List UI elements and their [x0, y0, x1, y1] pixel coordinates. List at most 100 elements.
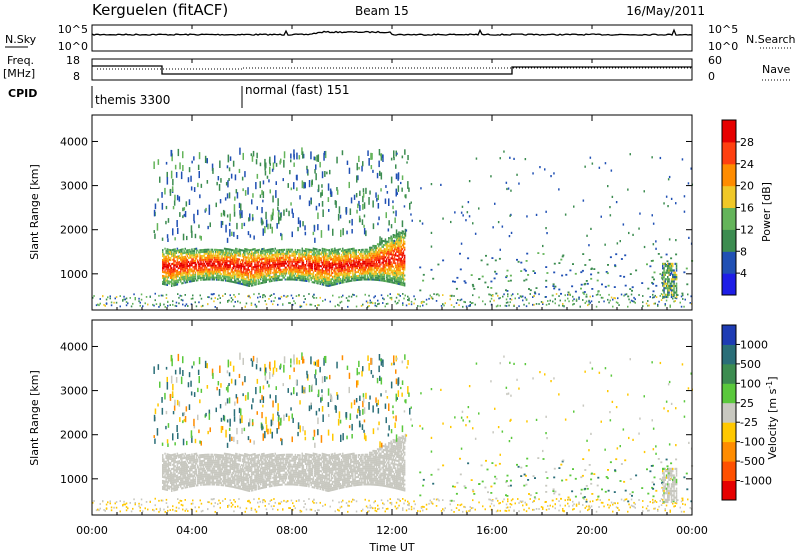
- power-cell: [326, 172, 328, 175]
- velocity-cell: [120, 511, 122, 513]
- velocity-cell: [177, 498, 179, 500]
- power-cell: [160, 304, 162, 306]
- power-cell: [154, 210, 156, 217]
- power-cell: [314, 157, 316, 161]
- power-cell: [522, 296, 524, 298]
- power-cell: [387, 277, 389, 279]
- velocity-cell: [338, 501, 340, 503]
- power-cell: [515, 298, 517, 300]
- power-cell: [536, 287, 538, 289]
- velocity-cell: [207, 508, 209, 510]
- power-cell: [290, 154, 292, 159]
- power-cell: [290, 202, 292, 205]
- power-cell: [361, 253, 363, 255]
- power-cell: [197, 256, 199, 258]
- power-cell: [518, 183, 520, 185]
- power-cell: [367, 275, 369, 277]
- power-cell: [321, 192, 323, 196]
- power-cell: [154, 234, 156, 239]
- power-cell: [230, 294, 232, 296]
- power-cell: [147, 304, 149, 306]
- velocity-cell: [512, 498, 514, 500]
- power-cell: [176, 172, 178, 178]
- power-cell: [314, 238, 316, 243]
- power-cell: [261, 219, 263, 226]
- power-cell: [627, 189, 629, 191]
- velocity-cell: [291, 500, 293, 502]
- power-cell: [431, 246, 433, 248]
- power-cell: [284, 151, 286, 158]
- power-cell: [592, 163, 594, 165]
- power-cell: [234, 197, 236, 201]
- power-cell: [401, 242, 403, 244]
- power-cell: [302, 151, 304, 158]
- power-cell: [238, 293, 240, 295]
- power-cell: [379, 259, 381, 261]
- power-cell: [146, 296, 148, 298]
- power-cell: [635, 270, 637, 272]
- power-cell: [288, 183, 290, 188]
- power-cell: [404, 149, 406, 155]
- power-cell: [360, 271, 362, 273]
- power-cell: [344, 279, 346, 281]
- power-cell: [240, 255, 242, 257]
- power-cell: [671, 296, 673, 298]
- power-cell: [218, 176, 220, 180]
- power-cell: [199, 194, 201, 198]
- power-cell: [523, 304, 525, 306]
- velocity-cell: [233, 499, 235, 501]
- power-cell: [667, 289, 669, 291]
- power-cell: [266, 281, 268, 283]
- power-cell: [485, 303, 487, 305]
- power-cell: [628, 232, 630, 234]
- power-cell: [257, 174, 259, 179]
- velocity-cell: [370, 505, 372, 507]
- power-cell: [133, 293, 135, 295]
- power-cell: [180, 281, 182, 283]
- velocity-cell: [377, 508, 379, 510]
- power-cell: [612, 196, 614, 198]
- power-cell: [374, 261, 376, 263]
- power-cell: [170, 257, 172, 259]
- power-cell: [363, 225, 365, 228]
- power-cell: [408, 298, 410, 300]
- power-cell: [411, 202, 413, 204]
- power-cell: [233, 267, 235, 269]
- power-cell: [346, 231, 348, 235]
- velocity-cell: [282, 508, 284, 510]
- power-cell: [362, 161, 364, 166]
- power-cell: [462, 214, 464, 216]
- velocity-cell: [348, 501, 350, 503]
- power-cell: [231, 297, 233, 299]
- power-cell: [423, 274, 425, 276]
- power-cell: [380, 244, 382, 246]
- power-cell: [639, 213, 641, 215]
- colorbar-segment: [722, 273, 736, 295]
- beam-label: Beam 15: [355, 4, 409, 18]
- power-cell: [197, 250, 199, 252]
- power-cell: [296, 175, 298, 180]
- velocity-cell: [490, 499, 492, 501]
- power-cell: [376, 305, 378, 307]
- power-cell: [524, 269, 526, 271]
- power-cell: [542, 302, 544, 304]
- velocity-cell: [508, 510, 510, 512]
- velocity-cell: [202, 510, 204, 512]
- power-cell: [221, 265, 223, 267]
- power-cell: [675, 274, 677, 276]
- power-cell: [285, 275, 287, 277]
- velocity-cell: [436, 505, 438, 507]
- power-cell: [290, 251, 292, 253]
- power-cell: [548, 303, 550, 305]
- power-cell: [404, 259, 406, 261]
- velocity-cell: [258, 506, 260, 508]
- velocity-cell: [105, 510, 107, 512]
- power-cell: [250, 297, 252, 299]
- power-cell: [240, 253, 242, 255]
- power-cell: [404, 255, 406, 257]
- power-cell: [667, 276, 669, 278]
- power-cell: [221, 273, 223, 275]
- power-cell: [286, 209, 288, 213]
- power-cell: [537, 252, 539, 254]
- power-cell: [159, 177, 161, 183]
